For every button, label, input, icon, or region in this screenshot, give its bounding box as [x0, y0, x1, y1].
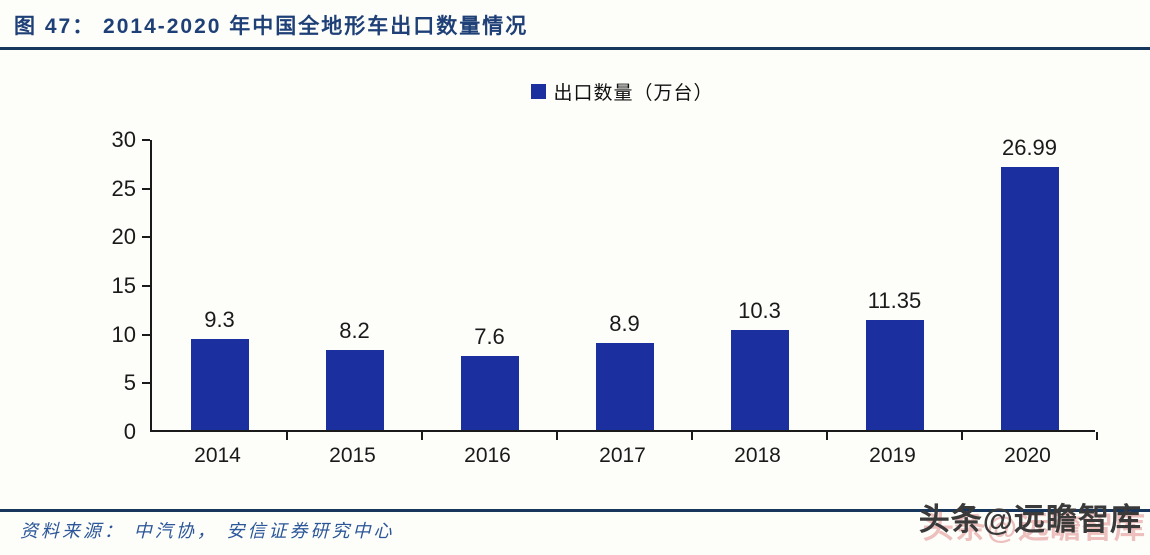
x-tick-mark	[826, 432, 828, 440]
y-tick-label: 15	[111, 273, 136, 298]
legend-swatch-icon	[531, 84, 547, 99]
y-tick-mark	[142, 333, 150, 336]
bar-2018	[730, 329, 789, 430]
bar-value-label: 7.6	[474, 324, 505, 350]
y-tick-label: 10	[111, 321, 136, 347]
bar-value-label: 10.3	[738, 297, 781, 323]
bar-2020	[1000, 167, 1059, 430]
plot-area: 9.3 8.2 7.6 8.9 10.3 11.35 26.99	[142, 135, 1098, 440]
y-tick-label: 30	[111, 127, 136, 152]
x-tick-mark	[556, 432, 558, 440]
title-divider	[0, 47, 1150, 50]
bar-2019	[865, 319, 924, 430]
bar-2014	[190, 339, 249, 430]
y-tick-mark	[142, 285, 150, 287]
bar-2016	[460, 356, 519, 430]
chart-legend: 出口数量（万台）	[150, 78, 1095, 105]
y-axis-labels: 0 5 10 15 20 25 30	[86, 127, 136, 444]
y-tick-mark	[142, 139, 150, 141]
x-axis-labels: 2014 2015 2016 2017 2018 2019 2020	[150, 444, 1095, 472]
x-tick-label: 2017	[599, 444, 646, 467]
y-tick-label: 25	[111, 175, 136, 201]
x-tick-mark	[1096, 432, 1098, 440]
x-tick-label: 2019	[869, 444, 916, 467]
x-tick-mark	[961, 432, 963, 440]
watermark-ghost: 头条@远瞻智库	[922, 510, 1146, 545]
bar-value-label: 8.9	[609, 311, 640, 337]
bar-value-label: 26.99	[1001, 135, 1058, 161]
x-tick-mark	[286, 432, 288, 440]
y-tick-mark	[142, 236, 150, 239]
x-tick-mark	[421, 432, 423, 440]
bar-2017	[595, 343, 654, 430]
x-tick-label: 2016	[464, 444, 511, 467]
y-tick-mark	[142, 382, 150, 385]
x-tick-label: 2018	[734, 444, 781, 467]
watermark: 头条@远瞻智库	[918, 502, 1142, 537]
y-tick-mark	[142, 187, 150, 190]
y-tick-label: 20	[111, 224, 136, 250]
legend-label: 出口数量（万台）	[553, 83, 714, 104]
y-tick-label: 0	[123, 419, 136, 444]
figure-title: 图 47： 2014-2020 年中国全地形车出口数量情况	[14, 15, 529, 38]
footer-divider	[0, 509, 1150, 512]
bar-value-label: 8.2	[339, 318, 370, 344]
x-tick-mark	[691, 432, 693, 440]
x-tick-label: 2014	[194, 444, 241, 467]
y-tick-label: 5	[123, 370, 136, 396]
bar-value-label: 11.35	[867, 287, 922, 313]
x-tick-label: 2015	[329, 444, 376, 467]
bar-2015	[325, 350, 384, 430]
x-tick-label: 2020	[1004, 444, 1051, 467]
source-note: 资料来源： 中汽协， 安信证券研究中心	[20, 521, 395, 542]
bar-value-label: 9.3	[204, 307, 235, 333]
